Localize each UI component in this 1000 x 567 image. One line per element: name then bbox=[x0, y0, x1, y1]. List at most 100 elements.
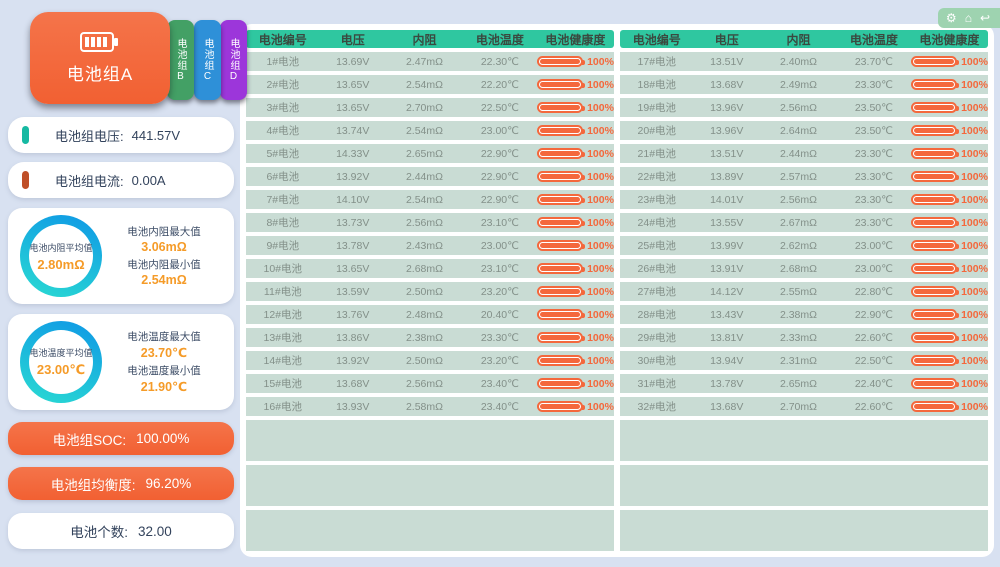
battery-id-cell: 8#电池 bbox=[266, 217, 300, 229]
group-current-card: 电池组电流: 0.00A bbox=[8, 162, 234, 198]
table-row: 27#电池 14.12V 2.55mΩ 22.80℃ 100% bbox=[620, 282, 988, 301]
resistance-cell: 2.57mΩ bbox=[779, 170, 817, 183]
resistance-cell: 2.44mΩ bbox=[405, 170, 443, 183]
health-battery-bar bbox=[536, 56, 586, 67]
resistance-cell: 2.33mΩ bbox=[779, 331, 817, 344]
resistance-cell: 2.38mΩ bbox=[405, 331, 443, 344]
tab-battery-group-b[interactable]: 电池组B bbox=[167, 20, 194, 100]
voltage-cell: 13.89V bbox=[710, 170, 744, 183]
health-percent: 100% bbox=[961, 124, 988, 137]
home-icon[interactable]: ⌂ bbox=[964, 11, 972, 25]
voltage-cell: 13.86V bbox=[336, 331, 370, 344]
table-row: 31#电池 13.78V 2.65mΩ 22.40℃ 100% bbox=[620, 374, 988, 393]
table-row: 13#电池 13.86V 2.38mΩ 23.30℃ 100% bbox=[246, 328, 614, 347]
voltage-bar-icon bbox=[22, 126, 29, 144]
tab-battery-group-d[interactable]: 电池组D bbox=[220, 20, 247, 100]
temperature-cell: 22.90℃ bbox=[480, 147, 519, 160]
resistance-cell: 2.38mΩ bbox=[779, 308, 817, 321]
empty-table-row bbox=[620, 465, 988, 506]
resistance-cell: 2.62mΩ bbox=[779, 239, 817, 252]
col-health: 电池健康度 bbox=[545, 32, 606, 47]
battery-id-cell: 23#电池 bbox=[637, 194, 677, 206]
health-battery-bar bbox=[536, 79, 586, 90]
temperature-cell: 23.30℃ bbox=[480, 331, 519, 344]
health-cell: 100% bbox=[536, 101, 614, 114]
tab-battery-group-a-active[interactable]: 电池组A bbox=[30, 12, 170, 104]
resistance-cell: 2.49mΩ bbox=[779, 78, 817, 91]
battery-id-cell: 3#电池 bbox=[266, 102, 300, 114]
resistance-cell: 2.54mΩ bbox=[405, 78, 443, 91]
health-cell: 100% bbox=[910, 355, 988, 367]
group-balance-label: 电池组均衡度: bbox=[50, 477, 136, 493]
voltage-cell: 13.65V bbox=[336, 262, 370, 275]
voltage-cell: 13.68V bbox=[710, 78, 744, 91]
health-percent: 100% bbox=[587, 239, 614, 252]
battery-id-cell: 18#电池 bbox=[637, 79, 677, 91]
col-temperature: 电池温度 bbox=[849, 32, 898, 47]
group-soc-value: 100.00% bbox=[136, 431, 190, 446]
health-cell: 100% bbox=[536, 56, 614, 68]
table-row: 22#电池 13.89V 2.57mΩ 23.30℃ 100% bbox=[620, 167, 988, 186]
voltage-cell: 13.96V bbox=[710, 101, 744, 114]
temperature-cell: 22.90℃ bbox=[480, 193, 519, 206]
table-row: 28#电池 13.43V 2.38mΩ 22.90℃ 100% bbox=[620, 305, 988, 324]
temperature-cell: 23.30℃ bbox=[854, 147, 893, 160]
table-row: 15#电池 13.68V 2.56mΩ 23.40℃ 100% bbox=[246, 374, 614, 393]
table-row: 19#电池 13.96V 2.56mΩ 23.50℃ 100% bbox=[620, 98, 988, 117]
battery-id-cell: 30#电池 bbox=[637, 355, 677, 367]
health-battery-bar bbox=[910, 148, 960, 159]
health-battery-bar bbox=[536, 194, 586, 205]
health-battery-bar bbox=[910, 240, 960, 251]
temperature-ring-gauge: 电池温度平均值 23.00℃ bbox=[20, 321, 102, 403]
group-voltage-label: 电池组电压: bbox=[55, 128, 124, 144]
temperature-cell: 23.00℃ bbox=[854, 262, 893, 275]
battery-id-cell: 19#电池 bbox=[637, 102, 677, 114]
battery-id-cell: 4#电池 bbox=[266, 125, 300, 137]
empty-table-row bbox=[246, 510, 614, 551]
temperature-cell: 23.30℃ bbox=[854, 216, 893, 229]
battery-id-cell: 31#电池 bbox=[637, 378, 677, 390]
health-percent: 100% bbox=[587, 170, 614, 183]
health-percent: 100% bbox=[961, 193, 988, 206]
health-battery-bar bbox=[910, 102, 960, 113]
temperature-cell: 22.90℃ bbox=[854, 308, 893, 321]
health-cell: 100% bbox=[910, 263, 988, 275]
health-percent: 100% bbox=[961, 400, 988, 413]
battery-group-selector: 电池组B 电池组C 电池组D 电池组A bbox=[30, 8, 247, 108]
voltage-cell: 13.81V bbox=[710, 331, 744, 344]
resistance-cell: 2.68mΩ bbox=[405, 262, 443, 275]
health-percent: 100% bbox=[587, 101, 614, 114]
voltage-cell: 13.65V bbox=[336, 101, 370, 114]
temperature-cell: 22.50℃ bbox=[854, 354, 893, 367]
resistance-cell: 2.65mΩ bbox=[405, 147, 443, 160]
health-battery-bar bbox=[910, 217, 960, 228]
voltage-cell: 14.10V bbox=[336, 193, 370, 206]
tab-battery-group-c[interactable]: 电池组C bbox=[194, 20, 221, 100]
temperature-cell: 23.30℃ bbox=[854, 170, 893, 183]
resistance-min-label: 电池内阻最小值 bbox=[127, 258, 201, 271]
resistance-cell: 2.31mΩ bbox=[779, 354, 817, 367]
resistance-min-value: 2.54mΩ bbox=[141, 272, 187, 287]
health-battery-bar bbox=[536, 217, 586, 228]
battery-id-cell: 12#电池 bbox=[263, 309, 303, 321]
health-percent: 100% bbox=[961, 331, 988, 344]
table-row: 18#电池 13.68V 2.49mΩ 23.30℃ 100% bbox=[620, 75, 988, 94]
settings-icon[interactable]: ⚙ bbox=[945, 11, 957, 25]
health-percent: 100% bbox=[961, 285, 988, 298]
health-percent: 100% bbox=[587, 78, 614, 91]
health-battery-bar bbox=[910, 332, 960, 343]
back-icon[interactable]: ↩ bbox=[979, 11, 990, 25]
health-cell: 100% bbox=[910, 193, 988, 206]
voltage-cell: 13.76V bbox=[336, 308, 370, 321]
health-battery-bar bbox=[536, 378, 586, 389]
health-cell: 100% bbox=[910, 171, 988, 183]
temperature-cell: 23.00℃ bbox=[480, 124, 519, 137]
health-percent: 100% bbox=[961, 101, 988, 114]
voltage-cell: 13.69V bbox=[336, 55, 370, 68]
health-cell: 100% bbox=[910, 240, 988, 252]
table-row: 14#电池 13.92V 2.50mΩ 23.20℃ 100% bbox=[246, 351, 614, 370]
battery-id-cell: 9#电池 bbox=[266, 240, 300, 252]
health-battery-bar bbox=[910, 263, 960, 274]
health-cell: 100% bbox=[536, 401, 614, 413]
